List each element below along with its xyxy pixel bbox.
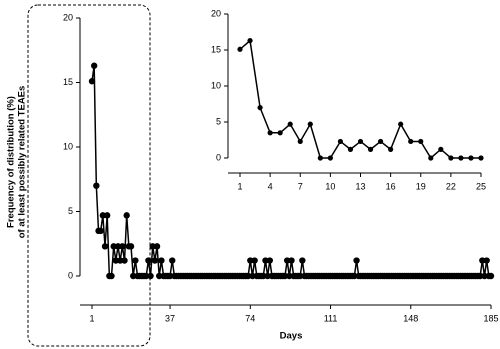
x-tick-label: 1 — [89, 313, 94, 323]
x-tick-label: 37 — [165, 313, 175, 323]
x-tick-label: 13 — [355, 181, 365, 191]
y-tick-label: 5 — [68, 206, 73, 216]
marker — [132, 257, 139, 264]
marker — [438, 146, 444, 152]
marker — [151, 257, 159, 264]
marker — [287, 121, 293, 127]
marker — [123, 212, 130, 219]
marker — [145, 257, 152, 264]
y-tick-label: 10 — [63, 141, 73, 151]
marker — [121, 257, 128, 264]
x-axis-label: Days — [280, 331, 303, 342]
x-tick-label: 4 — [268, 181, 273, 191]
marker — [101, 243, 109, 250]
marker — [299, 257, 306, 264]
marker — [448, 155, 454, 161]
marker — [169, 257, 176, 264]
marker — [388, 146, 394, 152]
marker — [367, 146, 374, 152]
x-tick-label: 22 — [446, 181, 456, 191]
highlight-box — [27, 4, 151, 347]
marker — [468, 155, 474, 161]
marker — [153, 243, 161, 250]
y-axis-label: of at least possibly related TEAEs — [17, 86, 28, 239]
y-tick-label: 15 — [63, 77, 73, 87]
y-tick-label: 15 — [211, 44, 221, 54]
marker — [398, 121, 404, 127]
x-tick-label: 19 — [416, 181, 426, 191]
marker — [108, 272, 115, 280]
x-tick-label: 148 — [403, 313, 418, 323]
x-tick-label: 16 — [386, 181, 396, 191]
marker — [93, 182, 100, 189]
marker — [257, 105, 263, 111]
y-tick-label: 5 — [216, 116, 221, 126]
x-tick-label: 25 — [476, 181, 486, 191]
marker — [307, 121, 313, 127]
x-tick-label: 10 — [325, 181, 335, 191]
marker — [317, 155, 323, 161]
marker — [251, 257, 258, 264]
marker — [487, 272, 495, 280]
marker — [347, 146, 354, 152]
marker — [119, 243, 126, 250]
marker — [88, 78, 96, 85]
y-tick-label: 0 — [216, 152, 221, 162]
y-tick-label: 10 — [211, 80, 221, 90]
marker — [408, 138, 414, 145]
marker — [353, 257, 360, 264]
x-tick-label: 185 — [483, 313, 498, 323]
marker — [428, 155, 434, 161]
x-tick-label: 74 — [245, 313, 255, 323]
marker — [458, 155, 464, 161]
y-tick-label: 20 — [211, 8, 221, 18]
marker — [377, 138, 384, 145]
marker — [147, 272, 154, 280]
y-axis-label: Frequency of distribution (%) — [6, 96, 17, 228]
marker — [277, 130, 283, 136]
y-tick-label: 20 — [63, 12, 73, 22]
marker — [297, 138, 303, 145]
marker — [357, 138, 364, 145]
marker — [158, 257, 165, 264]
marker — [266, 257, 274, 264]
marker — [127, 243, 135, 250]
marker — [247, 38, 253, 44]
marker — [288, 257, 295, 264]
x-tick-label: 1 — [237, 181, 242, 191]
marker — [90, 62, 98, 69]
marker — [337, 138, 344, 145]
marker — [483, 257, 490, 264]
y-tick-label: 0 — [68, 270, 73, 280]
marker — [237, 46, 243, 52]
marker — [478, 155, 484, 161]
x-tick-label: 111 — [324, 313, 338, 323]
marker — [418, 138, 424, 145]
x-tick-label: 7 — [298, 181, 303, 191]
marker — [327, 155, 333, 161]
marker — [97, 227, 104, 235]
marker — [103, 212, 111, 219]
marker — [267, 130, 273, 136]
